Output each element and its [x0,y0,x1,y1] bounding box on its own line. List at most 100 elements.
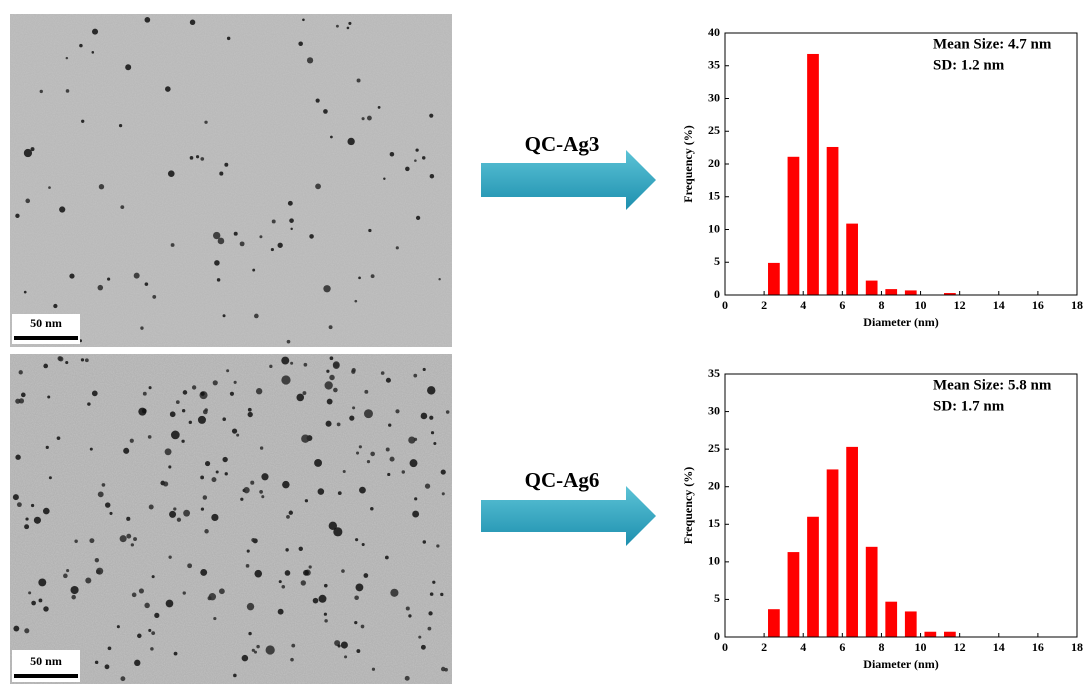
y-tick-label: 35 [708,366,720,380]
particle [315,183,321,190]
particle [248,631,252,636]
particle [261,495,265,499]
particle [385,447,390,452]
particle [236,433,240,437]
particle [16,502,22,508]
particle [285,548,289,552]
particle [370,507,374,511]
particle [38,598,43,603]
x-tick-label: 18 [1071,298,1083,312]
particle [303,569,309,576]
particle [74,539,78,544]
y-axis-label: Frequency (%) [681,467,695,544]
particle [351,368,356,373]
particle [326,398,333,405]
particle [65,89,70,93]
particle [281,356,290,365]
y-tick-label: 20 [708,478,720,492]
particle [120,205,125,210]
particle [214,260,220,266]
bar [826,469,839,637]
particle [109,511,113,515]
particle [183,509,191,517]
particle [15,454,21,460]
particle [317,488,325,495]
particle [390,588,399,597]
tem-image: 50 nm [10,14,452,347]
x-tick-label: 12 [954,640,966,654]
particle [107,277,111,281]
particle [23,148,33,158]
particle [140,326,144,330]
particle [204,460,211,467]
particle [130,543,135,547]
bar [885,601,898,637]
particle [101,483,106,487]
particle [65,360,69,365]
particle [219,171,224,176]
particle [298,546,303,551]
particle [349,415,355,421]
particle [290,361,294,365]
annotation: SD: 1.2 nm [933,57,1005,73]
particle [309,234,314,239]
particle [25,198,31,204]
particle [429,173,435,179]
particle [66,569,70,573]
particle [144,602,150,609]
particle [277,608,284,615]
particle [173,651,178,656]
particle [87,402,91,406]
particle [118,124,123,128]
particle [175,400,180,404]
particle [370,274,375,279]
particle [200,391,205,396]
particle [347,137,355,146]
particle [354,299,358,303]
particle [94,557,100,563]
particle [412,510,420,518]
particle [25,517,29,521]
particle [413,437,418,441]
particle [302,391,307,395]
particle [133,272,140,279]
particle [325,420,332,427]
particle [333,527,343,537]
particle [188,420,192,424]
particle [170,243,175,247]
particle [168,465,172,469]
particle [429,592,434,596]
particle [286,339,291,344]
x-tick-label: 6 [839,640,845,654]
particle [59,206,66,213]
particle [370,451,375,457]
particle [418,635,422,639]
particle [97,284,104,291]
particle [290,657,294,662]
particle [404,675,410,681]
particle [328,325,333,330]
particle [281,375,291,385]
particle [301,434,310,443]
particle [328,521,338,531]
particle [326,369,330,373]
particle [440,469,446,475]
particle [444,667,448,672]
particle [80,358,85,362]
particle [371,667,376,671]
x-tick-label: 16 [1032,298,1044,312]
particle [189,156,194,160]
particle [395,246,399,250]
x-tick-label: 10 [915,640,927,654]
particle [422,540,427,544]
particle [278,580,282,584]
particle [336,422,341,427]
particle [269,364,273,369]
particle [252,268,256,272]
particle [354,595,359,601]
particle [306,57,314,64]
particle [363,409,373,419]
x-tick-label: 10 [915,298,927,312]
bar [787,552,800,637]
y-tick-label: 40 [708,25,720,39]
